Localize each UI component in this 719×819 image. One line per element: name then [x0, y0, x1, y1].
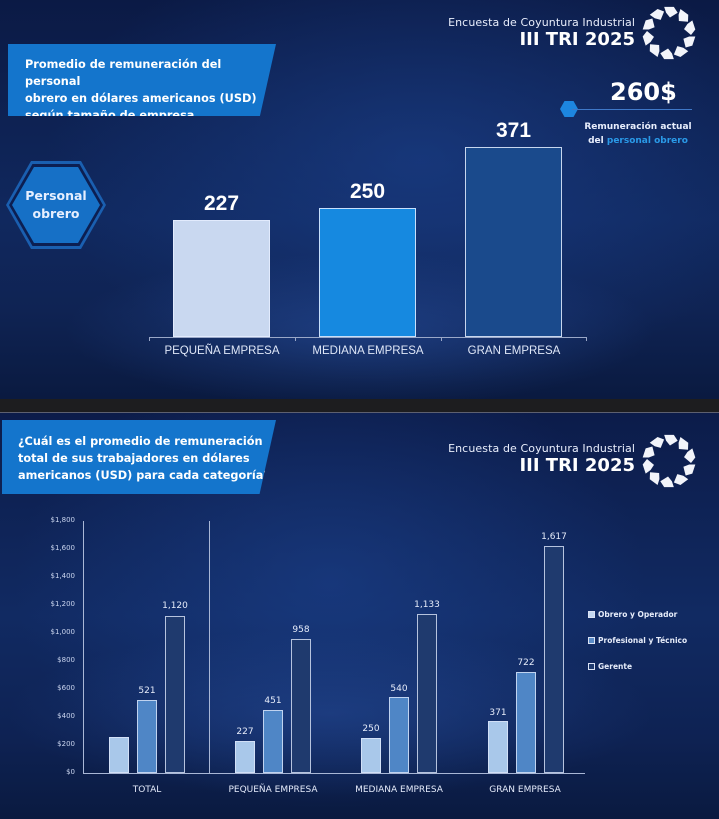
y-tick-label: $400	[57, 712, 75, 720]
bar-value-label: 540	[390, 684, 408, 694]
bar-value-label: 1,133	[414, 600, 440, 610]
bar-pequena	[173, 220, 270, 337]
bar-value-label: 227	[236, 727, 254, 737]
bar-profesional-mediana	[389, 697, 409, 773]
x-tick-label: PEQUEÑA EMPRESA	[228, 785, 318, 795]
bar-value-label: 521	[138, 686, 156, 696]
bar-value-label: 451	[264, 696, 282, 706]
legend-item-profesional: Profesional y Técnico	[588, 634, 687, 647]
bar-profesional-total	[137, 700, 157, 773]
bar-gerente-total	[165, 616, 185, 773]
x-tick-label: GRAN EMPRESA	[467, 345, 561, 357]
hexagon-bullet-icon	[560, 101, 578, 117]
y-tick-label: $200	[57, 740, 75, 748]
y-tick-label: $1,200	[50, 600, 76, 608]
current-salary-value: 260$	[610, 78, 677, 106]
brand-title: III TRI 2025	[519, 455, 635, 476]
personal-obrero-badge: Personal obrero	[6, 161, 106, 249]
bar-obrero-gran	[488, 721, 508, 773]
y-tick-label: $1,000	[50, 628, 76, 636]
brand-subtitle: Encuesta de Coyuntura Industrial	[448, 16, 635, 29]
y-tick-label: $800	[57, 656, 75, 664]
bar-value-label: 371	[489, 708, 507, 718]
legend-swatch-icon	[588, 611, 595, 618]
y-tick-label: $1,400	[50, 572, 76, 580]
x-tick-label: GRAN EMPRESA	[489, 785, 561, 795]
bar-obrero-mediana	[361, 738, 381, 773]
bar-gerente-gran	[544, 546, 564, 773]
x-tick-label: MEDIANA EMPRESA	[312, 345, 424, 357]
callout-divider	[572, 109, 692, 110]
legend-swatch-icon	[588, 637, 595, 644]
bar-obrero-pequena	[235, 741, 255, 773]
legend-swatch-icon	[588, 663, 595, 670]
chart-legend: Obrero y Operador Profesional y Técnico …	[588, 608, 687, 686]
bar-value-label: 250	[362, 724, 380, 734]
slide-separator	[0, 399, 719, 413]
brand-header: Encuesta de Coyuntura Industrial III TRI…	[448, 442, 635, 476]
y-tick-label: $600	[57, 684, 75, 692]
bar-value-label: 250	[349, 180, 386, 203]
slide-title: ¿Cuál es el promedio de remuneración tot…	[18, 435, 270, 482]
bar-mediana	[319, 208, 416, 337]
y-axis	[83, 521, 84, 774]
circular-arrows-logo-icon	[642, 6, 696, 60]
bar-profesional-pequena	[263, 710, 283, 773]
legend-item-obrero: Obrero y Operador	[588, 608, 687, 621]
top-slide: Promedio de remuneración del personal ob…	[0, 0, 719, 399]
x-tick-label: TOTAL	[132, 785, 162, 795]
bar-profesional-gran	[516, 672, 536, 773]
current-salary-label: Remuneración actual del personal obrero	[584, 122, 692, 146]
x-axis	[83, 773, 585, 774]
y-tick-label: $0	[66, 768, 75, 776]
bar-value-label: 371	[495, 119, 532, 142]
brand-subtitle: Encuesta de Coyuntura Industrial	[448, 442, 635, 455]
total-divider	[209, 521, 210, 774]
title-banner: ¿Cuál es el promedio de remuneración tot…	[2, 420, 276, 494]
x-axis	[149, 337, 586, 338]
bar-gerente-pequena	[291, 639, 311, 773]
x-tick-label: PEQUEÑA EMPRESA	[164, 345, 280, 357]
title-banner: Promedio de remuneración del personal ob…	[8, 44, 276, 116]
brand-title: III TRI 2025	[519, 29, 635, 50]
bar-gerente-mediana	[417, 614, 437, 773]
circular-arrows-logo-icon	[642, 434, 696, 488]
bar-gran	[465, 147, 562, 337]
bar-obrero-total	[109, 737, 129, 773]
brand-header: Encuesta de Coyuntura Industrial III TRI…	[448, 16, 635, 50]
bar-value-label: 722	[517, 658, 535, 668]
y-tick-label: $1,800	[50, 516, 76, 524]
bar-value-label: 1,120	[162, 601, 188, 611]
slide-title: Promedio de remuneración del personal ob…	[25, 58, 257, 122]
badge-label: Personal obrero	[25, 188, 87, 221]
y-tick-label: $1,600	[50, 544, 76, 552]
bar-value-label: 958	[292, 625, 310, 635]
legend-item-gerente: Gerente	[588, 660, 687, 673]
x-tick-label: MEDIANA EMPRESA	[355, 785, 443, 795]
bar-value-label: 1,617	[541, 532, 567, 542]
bar-value-label: 227	[203, 192, 240, 215]
